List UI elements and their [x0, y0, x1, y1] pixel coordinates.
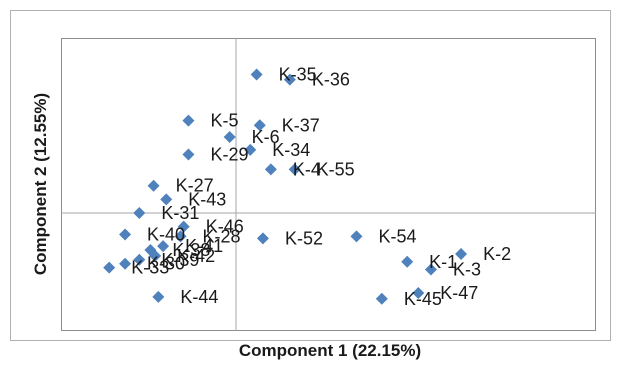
y-axis-title: Component 2 (12.55%) — [31, 93, 50, 275]
chart-area-border — [10, 10, 611, 341]
point-label: K-41 — [185, 236, 223, 256]
data-point — [244, 143, 257, 156]
data-point — [223, 130, 236, 143]
data-point — [288, 163, 301, 176]
data-point — [424, 263, 437, 276]
point-label: K-5 — [210, 111, 238, 131]
data-point — [147, 179, 160, 192]
data-point — [401, 255, 414, 268]
data-point — [350, 230, 363, 243]
data-point — [133, 207, 146, 219]
point-label: K-33 — [131, 258, 169, 278]
point-label: K-35 — [279, 65, 317, 85]
data-point — [160, 193, 173, 206]
point-label: K-36 — [312, 70, 350, 90]
point-label: K-1 — [429, 252, 457, 272]
point-label: K-2 — [483, 244, 511, 264]
point-label: K-31 — [161, 203, 199, 223]
data-point — [264, 163, 277, 176]
point-label: K-55 — [317, 159, 355, 179]
point-label: K-44 — [180, 287, 218, 307]
data-point — [182, 148, 195, 161]
data-point — [182, 114, 195, 127]
data-point — [412, 286, 425, 299]
data-point — [133, 253, 146, 266]
data-point — [149, 249, 162, 262]
point-label: K-43 — [188, 189, 226, 209]
point-label: K-29 — [210, 145, 248, 165]
point-label: K-37 — [282, 115, 320, 135]
data-point — [455, 247, 468, 260]
point-label: K-40 — [147, 224, 185, 244]
data-point — [157, 240, 170, 253]
point-label: K-6 — [252, 127, 280, 147]
x-axis-title: Component 1 (22.15%) — [239, 341, 421, 360]
point-label: K-46 — [206, 217, 244, 237]
point-labels: K-35K-36K-5 K-37K-6K-34K-29K-4K-55K-27K-4… — [131, 65, 511, 309]
data-point — [375, 292, 388, 305]
point-label: K-45 — [404, 289, 442, 309]
point-label: K-38 — [172, 240, 210, 260]
data-point — [119, 228, 132, 241]
data-point — [119, 257, 132, 270]
data-point — [174, 230, 187, 243]
point-label: K-39 — [161, 250, 199, 270]
data-point — [283, 73, 296, 86]
point-label: K-42 — [177, 246, 215, 266]
point-label: K-34 — [272, 140, 310, 160]
point-label: K-28 — [203, 226, 241, 246]
point-label: K-47 — [440, 283, 478, 303]
point-label: K-27 — [176, 176, 214, 196]
data-points — [103, 68, 468, 305]
point-label: K-30 — [147, 254, 185, 274]
data-point — [177, 220, 190, 233]
data-point — [253, 119, 266, 132]
plot-area-frame — [61, 38, 596, 331]
point-label: K-52 — [285, 228, 323, 248]
point-label: K-54 — [378, 226, 416, 246]
point-label: K-4 — [293, 159, 321, 179]
data-point — [152, 290, 165, 303]
data-point — [256, 232, 269, 245]
point-label: K-3 — [453, 260, 481, 280]
data-point — [250, 68, 263, 81]
data-point — [103, 261, 116, 274]
